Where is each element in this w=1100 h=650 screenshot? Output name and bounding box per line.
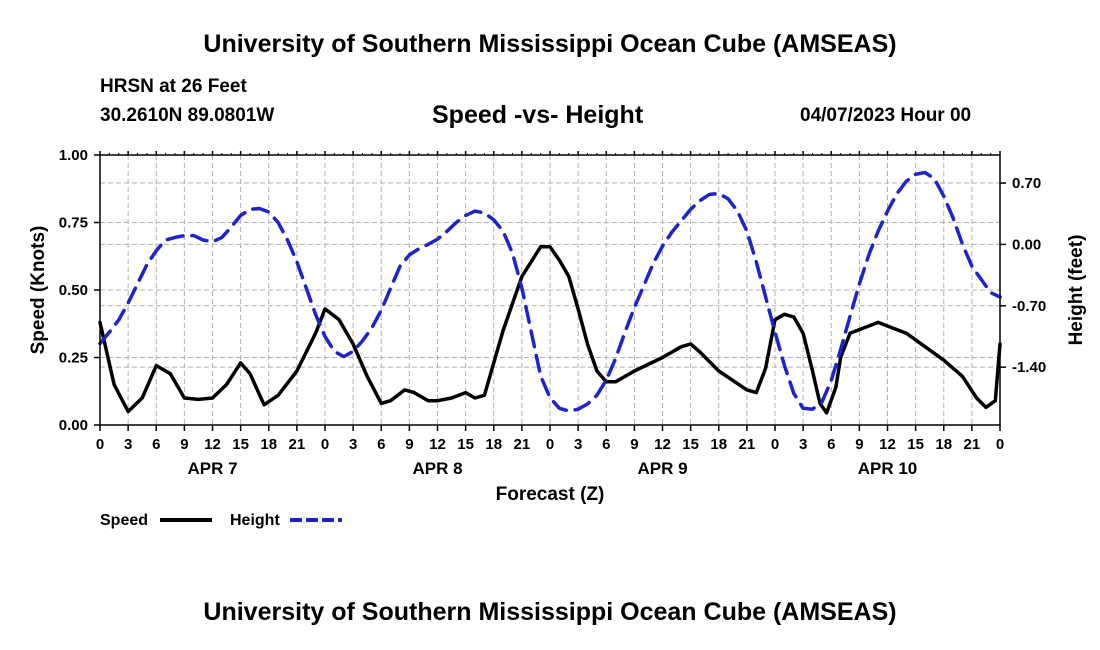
x-tick-label: 0 bbox=[546, 436, 554, 453]
y2-tick-label: -1.40 bbox=[1012, 359, 1046, 376]
x-tick-label: 0 bbox=[996, 436, 1004, 453]
x-tick-label: 15 bbox=[457, 436, 474, 453]
y2-tick-label: 0.00 bbox=[1012, 236, 1041, 253]
grid bbox=[100, 155, 1000, 425]
x-tick-label: 12 bbox=[654, 436, 671, 453]
station-label: HRSN at 26 Feet bbox=[100, 76, 247, 97]
legend: Speed Height bbox=[100, 512, 342, 529]
x-tick-label: 15 bbox=[232, 436, 249, 453]
x-tick-label: 0 bbox=[771, 436, 779, 453]
y-tick-label: 1.00 bbox=[59, 147, 88, 164]
x-tick-label: 21 bbox=[739, 436, 756, 453]
footer-title: University of Southern Mississippi Ocean… bbox=[203, 598, 897, 626]
y-tick-label: 0.00 bbox=[59, 417, 88, 434]
day-label: APR 9 bbox=[637, 459, 687, 478]
x-tick-label: 3 bbox=[799, 436, 807, 453]
x-tick-label: 9 bbox=[405, 436, 413, 453]
x-tick-label: 15 bbox=[682, 436, 699, 453]
x-tick-label: 9 bbox=[855, 436, 863, 453]
x-tick-label: 18 bbox=[260, 436, 277, 453]
axes: 0 3 6 9 12 15 18 21 0 3 6 9 12 15 18 21 0 3 6 9 12 15 18 21 0 3 6 9… bbox=[59, 147, 1046, 478]
x-tick-label: 9 bbox=[630, 436, 638, 453]
series-layer bbox=[98, 170, 1002, 415]
station-coordinates: 30.2610N 89.0801W bbox=[100, 105, 275, 126]
day-label: APR 10 bbox=[858, 459, 918, 478]
x-tick-label: 6 bbox=[602, 436, 610, 453]
x-tick-label: 18 bbox=[710, 436, 727, 453]
x-tick-label: 3 bbox=[574, 436, 582, 453]
y2-tick-label: -0.70 bbox=[1012, 298, 1046, 315]
legend-label-speed: Speed bbox=[100, 512, 148, 529]
x-tick-label: 18 bbox=[935, 436, 952, 453]
x-tick-label: 12 bbox=[204, 436, 221, 453]
x-tick-label: 15 bbox=[907, 436, 924, 453]
y2-tick-label: 0.70 bbox=[1012, 175, 1041, 192]
x-tick-label: 0 bbox=[321, 436, 329, 453]
x-tick-label: 0 bbox=[96, 436, 104, 453]
chart-title: University of Southern Mississippi Ocean… bbox=[203, 30, 897, 58]
y-axis-label: Speed (Knots) bbox=[28, 226, 49, 355]
x-tick-label: 9 bbox=[180, 436, 188, 453]
y-tick-label: 0.25 bbox=[59, 350, 88, 367]
x-tick-label: 18 bbox=[485, 436, 502, 453]
series-line-height bbox=[98, 170, 1002, 413]
x-tick-label: 21 bbox=[514, 436, 531, 453]
x-tick-label: 12 bbox=[429, 436, 446, 453]
x-tick-label: 6 bbox=[827, 436, 835, 453]
x-tick-label: 12 bbox=[879, 436, 896, 453]
x-axis-label: Forecast (Z) bbox=[496, 484, 605, 505]
y-tick-label: 0.75 bbox=[59, 215, 88, 232]
x-tick-label: 3 bbox=[124, 436, 132, 453]
series-line-speed bbox=[98, 245, 1002, 415]
chart-subtitle: Speed -vs- Height bbox=[432, 101, 644, 129]
x-tick-label: 6 bbox=[152, 436, 160, 453]
x-tick-label: 21 bbox=[289, 436, 306, 453]
x-tick-label: 3 bbox=[349, 436, 357, 453]
x-tick-label: 6 bbox=[377, 436, 385, 453]
day-label: APR 7 bbox=[187, 459, 237, 478]
day-label: APR 8 bbox=[412, 459, 462, 478]
x-tick-label: 21 bbox=[964, 436, 981, 453]
legend-label-height: Height bbox=[230, 512, 280, 529]
forecast-datetime: 04/07/2023 Hour 00 bbox=[800, 105, 972, 126]
y2-axis-label: Height (feet) bbox=[1066, 235, 1087, 346]
y-tick-label: 0.50 bbox=[59, 282, 88, 299]
